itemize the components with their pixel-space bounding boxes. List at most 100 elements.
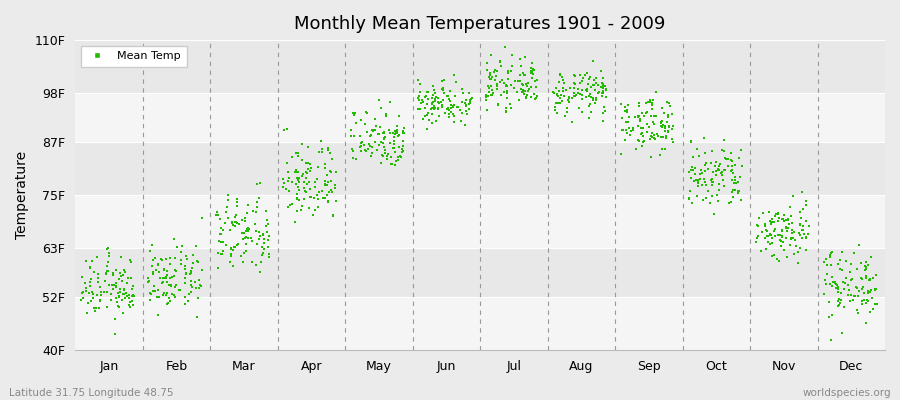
Point [143,290,157,296]
Point [256,250,270,256]
Point [716,176,730,183]
Point [427,102,441,109]
Point [261,237,275,244]
Point [750,222,764,228]
Point [302,144,316,150]
Point [325,189,339,195]
Point [724,156,738,163]
Point [300,170,314,176]
Point [108,331,122,338]
Point [259,208,274,214]
Point [575,108,590,115]
Point [859,259,873,265]
Point [261,244,275,250]
Point [91,271,105,277]
Point [776,216,790,222]
Point [365,128,380,134]
Point [820,262,834,269]
Point [186,251,201,258]
Point [376,153,391,160]
Point [300,180,314,187]
Point [151,269,166,275]
Point [322,189,337,195]
Point [752,214,767,221]
Point [847,293,861,299]
Point [85,289,99,296]
Point [276,184,291,190]
Point [661,128,675,134]
Point [661,99,675,105]
Point [249,199,264,205]
Point [796,206,810,212]
Point [761,209,776,215]
Point [507,85,521,92]
Point [177,301,192,308]
Point [777,218,791,224]
Point [315,149,329,155]
Point [684,167,698,174]
Point [260,221,274,227]
Point [716,137,731,144]
Point [661,128,675,135]
Point [636,138,651,144]
Point [517,91,531,98]
Point [864,254,878,260]
Point [440,106,454,112]
Point [377,134,392,141]
Point [866,275,880,282]
Point [391,156,405,163]
Point [425,100,439,106]
Point [552,88,566,95]
Point [778,217,793,224]
Point [796,234,810,241]
Point [167,255,182,262]
Point [526,71,541,77]
Point [843,292,858,298]
Point [289,150,303,156]
Point [724,199,739,205]
Point [122,299,137,306]
Point [518,94,533,100]
Point [479,96,493,103]
Point [684,138,698,144]
Point [698,182,713,189]
Point [386,141,400,148]
Point [168,284,183,290]
Point [525,69,539,76]
Point [101,244,115,251]
Point [122,292,136,298]
Point [643,123,657,130]
Point [580,94,594,101]
Point [698,150,712,156]
Point [787,235,801,241]
Point [460,111,474,117]
Point [116,267,130,274]
Point [645,106,660,113]
Point [125,292,140,298]
Point [525,68,539,74]
Point [725,170,740,176]
Point [850,285,865,291]
Point [395,149,410,156]
Point [236,236,250,242]
Point [292,187,307,193]
Point [637,113,652,119]
Point [643,96,657,103]
Point [346,112,361,118]
Point [563,84,578,91]
Point [230,241,245,247]
Point [695,182,709,188]
Point [862,277,877,283]
Point [380,152,394,159]
Point [169,244,184,250]
Point [324,187,338,193]
Point [216,238,230,245]
Point [562,94,576,100]
Point [378,150,392,156]
Point [151,287,166,293]
Point [425,101,439,107]
Point [441,96,455,102]
Point [503,105,517,112]
Point [482,74,496,80]
Point [166,236,181,242]
